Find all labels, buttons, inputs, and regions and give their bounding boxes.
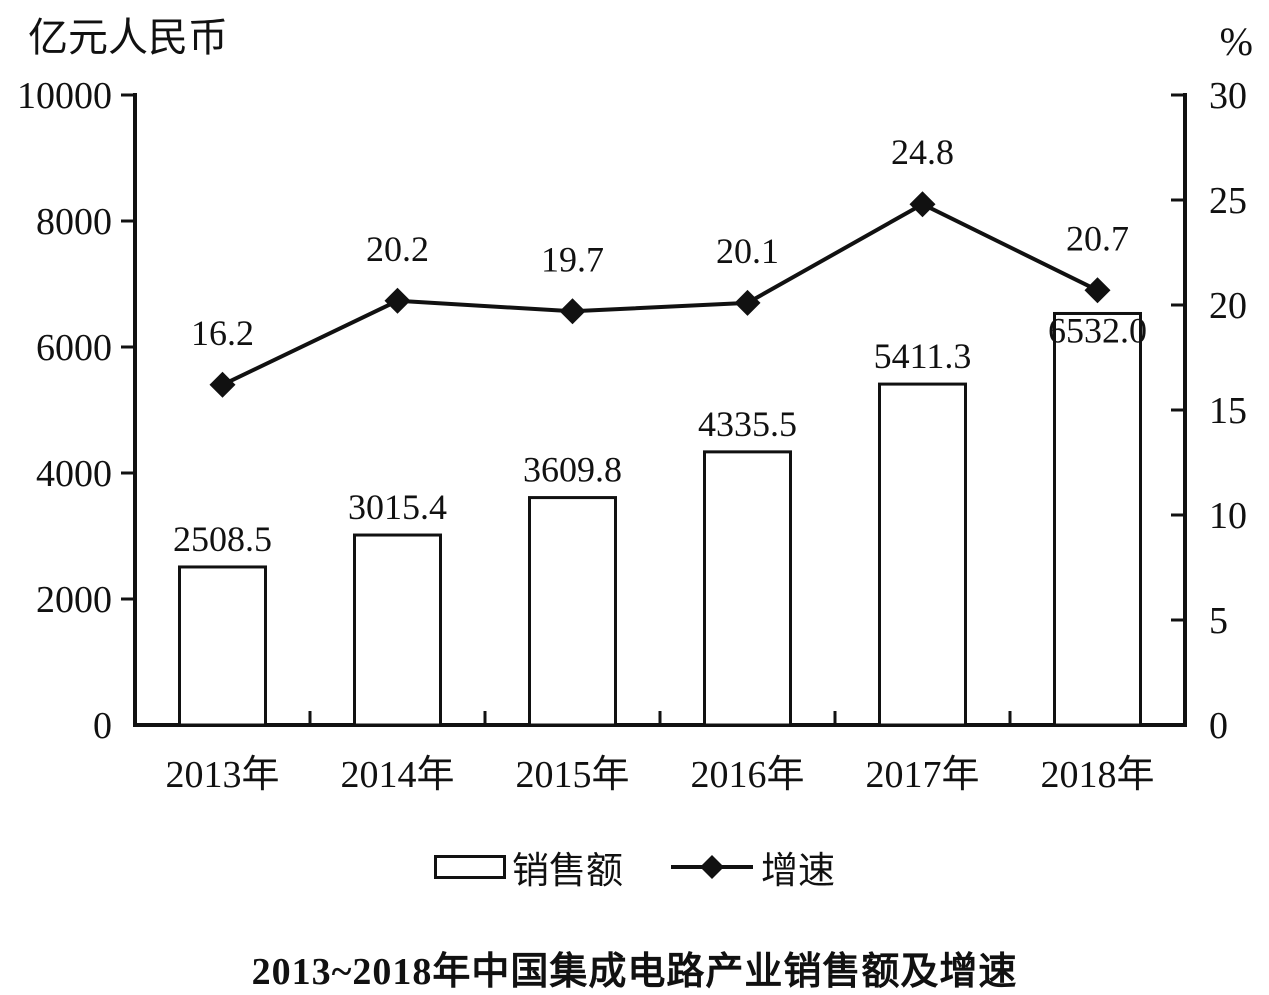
right-axis-unit-label: % (1219, 19, 1253, 64)
line-marker-2018年 (1084, 277, 1111, 304)
left-axis-tick-label: 8000 (36, 201, 112, 243)
x-axis-category-label: 2016年 (690, 754, 804, 796)
line-marker-2014年 (384, 287, 411, 314)
right-axis-tick-label: 20 (1209, 285, 1247, 327)
bar-value-label: 3015.4 (348, 487, 447, 527)
x-axis-category-label: 2013年 (165, 754, 279, 796)
right-axis-tick-label: 0 (1209, 705, 1228, 747)
line-marker-2017年 (909, 191, 936, 218)
bar-2017年 (878, 382, 967, 727)
left-axis-tick-label: 10000 (17, 75, 112, 117)
sales-bar-swatch-icon (434, 855, 506, 879)
right-axis-tick-label: 5 (1209, 600, 1228, 642)
right-axis-tick-label: 30 (1209, 75, 1247, 117)
line-marker-2015年 (559, 298, 586, 325)
legend: 销售额 增速 (0, 840, 1269, 894)
line-value-label: 19.7 (541, 239, 604, 279)
x-axis-category-label: 2017年 (865, 754, 979, 796)
bar-2018年 (1053, 311, 1142, 727)
x-axis-category-label: 2015年 (515, 754, 629, 796)
legend-item-sales: 销售额 (434, 840, 623, 894)
growth-line (221, 202, 1099, 387)
left-axis-tick-label: 0 (93, 705, 112, 747)
left-axis-unit-label: 亿元人民币 (28, 15, 228, 60)
legend-label-growth: 增速 (761, 851, 835, 892)
bar-2015年 (528, 496, 617, 727)
left-axis-tick-label: 6000 (36, 327, 112, 369)
bar-2013年 (178, 565, 267, 727)
legend-item-growth: 增速 (669, 840, 835, 894)
bar-2014年 (353, 533, 442, 727)
line-marker-2016年 (734, 289, 761, 316)
right-axis-tick-label: 15 (1209, 390, 1247, 432)
line-value-label: 20.1 (716, 231, 779, 271)
line-value-label: 24.8 (891, 132, 954, 172)
growth-line-swatch-icon (671, 855, 753, 879)
bar-value-label: 5411.3 (874, 336, 972, 376)
bar-value-label: 3609.8 (523, 450, 622, 490)
left-axis-tick-label: 4000 (36, 453, 112, 495)
right-axis-tick-label: 10 (1209, 495, 1247, 537)
line-value-label: 20.7 (1066, 218, 1129, 258)
line-value-label: 16.2 (191, 313, 254, 353)
left-axis-tick-label: 2000 (36, 579, 112, 621)
x-axis-category-label: 2018年 (1040, 754, 1154, 796)
bar-2016年 (703, 450, 792, 727)
line-value-label: 20.2 (366, 229, 429, 269)
chart-title: 2013~2018年中国集成电路产业销售额及增速 (251, 951, 1018, 993)
line-marker-2013年 (209, 371, 236, 398)
legend-label-sales: 销售额 (512, 851, 623, 892)
axes-frame (133, 93, 1187, 727)
x-axis-category-label: 2014年 (340, 754, 454, 796)
bar-value-label: 4335.5 (698, 404, 797, 444)
bar-value-label: 6532.0 (1048, 310, 1147, 350)
bar-value-label: 2508.5 (173, 519, 272, 559)
right-axis-tick-label: 25 (1209, 180, 1247, 222)
